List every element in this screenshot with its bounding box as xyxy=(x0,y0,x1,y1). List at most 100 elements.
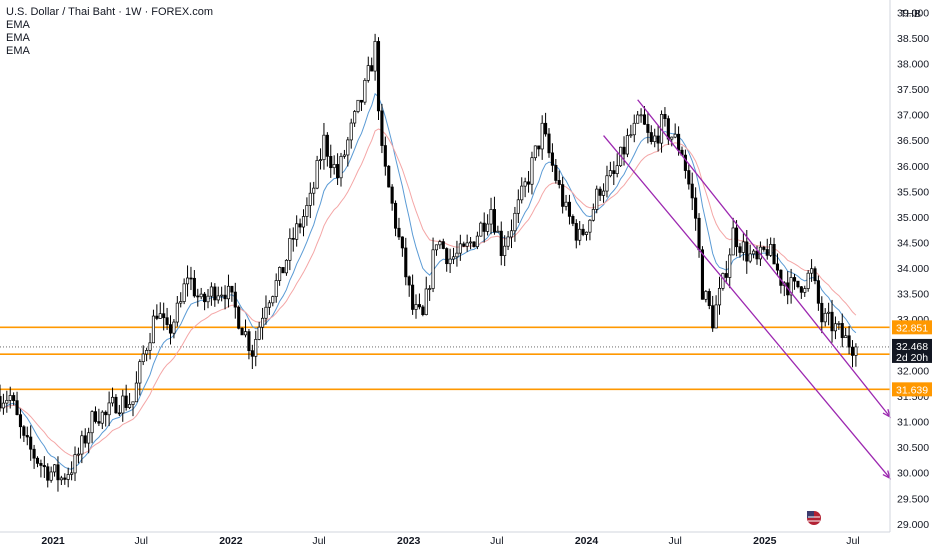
candle-body xyxy=(499,230,503,256)
candle-body xyxy=(526,181,531,185)
candle xyxy=(295,215,299,247)
candle-body xyxy=(711,305,715,329)
candle-body xyxy=(83,435,87,444)
candle-body xyxy=(677,133,681,151)
candle xyxy=(557,170,561,189)
candle xyxy=(114,394,118,414)
candle-body xyxy=(741,241,745,253)
candle xyxy=(213,283,217,307)
candle-body xyxy=(646,123,650,133)
candle xyxy=(151,309,155,344)
legend-ema-1[interactable]: EMA xyxy=(6,19,30,31)
candle xyxy=(192,270,196,298)
y-tick-label: 34.500 xyxy=(897,237,929,249)
candle-body xyxy=(458,243,462,254)
candle xyxy=(145,347,149,362)
x-tick-label: Jul xyxy=(668,535,681,547)
candle-body xyxy=(567,201,572,217)
y-tick-label: 36.500 xyxy=(897,135,929,147)
channel-line xyxy=(603,135,891,479)
candle xyxy=(840,313,844,348)
candle xyxy=(80,430,84,464)
candle-body xyxy=(486,223,490,232)
candle-body xyxy=(479,222,483,237)
candle xyxy=(496,225,500,233)
candle xyxy=(810,259,814,282)
candle xyxy=(220,286,224,302)
candle-body xyxy=(854,346,858,356)
candle xyxy=(584,231,589,241)
candle xyxy=(49,466,53,483)
candle-body xyxy=(325,134,329,157)
candle-body xyxy=(421,306,425,316)
candle xyxy=(233,282,237,319)
candle-body xyxy=(145,350,149,355)
candle xyxy=(29,425,33,461)
candle xyxy=(816,275,820,311)
candle-body xyxy=(213,286,217,301)
candle-body xyxy=(128,404,132,408)
candle xyxy=(329,144,333,178)
candle xyxy=(445,247,449,272)
candle xyxy=(25,426,29,446)
y-tick-label: 39.000 xyxy=(897,7,929,19)
candle-body xyxy=(492,209,496,233)
candle-body xyxy=(32,448,36,459)
candle-body xyxy=(366,65,370,81)
candle-body xyxy=(810,268,814,274)
legend-ema-3[interactable]: EMA xyxy=(6,45,30,57)
candle-body xyxy=(687,170,691,185)
candle xyxy=(847,326,851,355)
candle xyxy=(472,241,476,248)
candle xyxy=(486,214,490,236)
candle xyxy=(404,237,408,286)
y-tick-label: 37.500 xyxy=(897,84,929,96)
candle-body xyxy=(598,188,602,196)
candle-body xyxy=(694,197,698,219)
candle-body xyxy=(56,464,60,481)
candle xyxy=(342,149,346,159)
candle xyxy=(100,410,104,430)
candle-body xyxy=(363,80,367,103)
candle-body xyxy=(792,277,797,282)
candle-body xyxy=(700,249,705,300)
candle xyxy=(274,273,278,303)
candle-body xyxy=(540,122,544,150)
legend-ema-2[interactable]: EMA xyxy=(6,32,30,44)
candle-body xyxy=(114,396,118,414)
candle xyxy=(66,467,70,488)
candle xyxy=(179,292,183,308)
candle-body xyxy=(748,253,752,262)
candle-body xyxy=(602,190,606,196)
candle xyxy=(291,227,295,252)
candle xyxy=(506,231,510,251)
candle xyxy=(530,151,534,195)
candle xyxy=(653,128,657,148)
candle-body xyxy=(820,302,824,323)
candle xyxy=(796,280,800,289)
candle xyxy=(428,285,432,301)
candle xyxy=(690,172,694,211)
candle xyxy=(128,393,132,410)
candle-body xyxy=(172,321,176,334)
candle xyxy=(257,321,261,341)
candle-body xyxy=(489,209,493,225)
candle xyxy=(581,224,585,237)
candle-body xyxy=(530,157,534,185)
candle xyxy=(441,238,445,250)
candle xyxy=(469,237,473,250)
candle xyxy=(707,288,711,310)
candle-body xyxy=(237,306,241,329)
candle xyxy=(247,329,251,360)
candle-body xyxy=(308,192,312,206)
candle xyxy=(281,267,285,274)
candle-body xyxy=(138,361,142,384)
candle xyxy=(482,212,486,243)
candle xyxy=(526,171,531,193)
candle-body xyxy=(134,382,138,403)
candle xyxy=(769,237,773,258)
candle-body xyxy=(53,464,57,473)
